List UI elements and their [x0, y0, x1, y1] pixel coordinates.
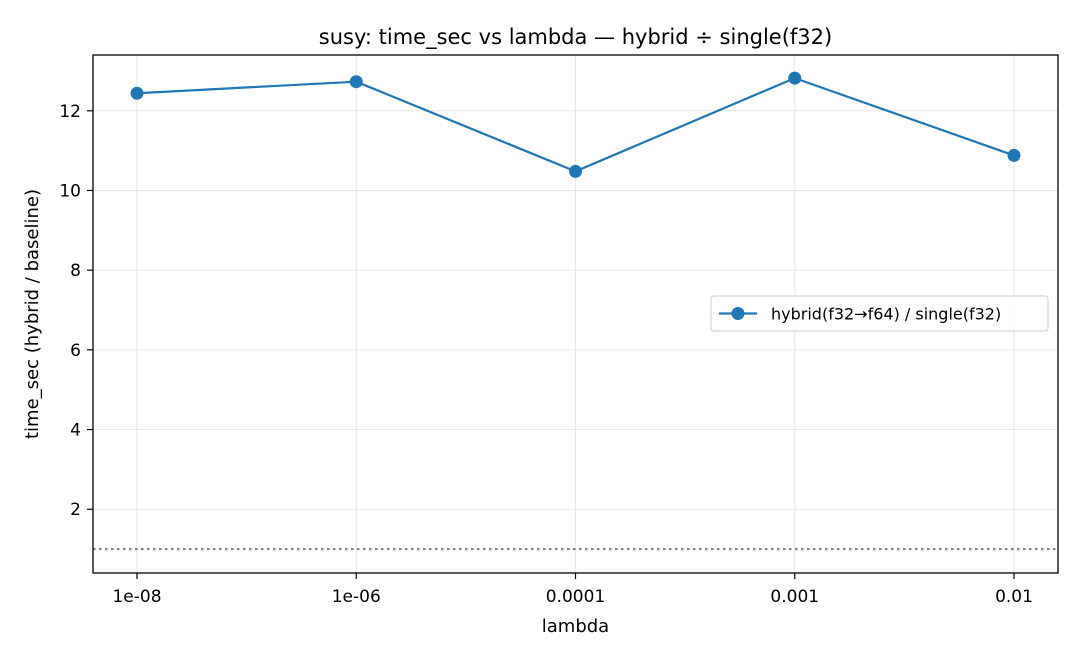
- data-point: [788, 71, 802, 85]
- y-tick-label: 4: [70, 421, 81, 441]
- series-layer: [130, 71, 1021, 178]
- chart-title: susy: time_sec vs lambda — hybrid ÷ sing…: [319, 25, 832, 50]
- x-tick-label: 1e-08: [112, 587, 161, 607]
- legend-series-label: hybrid(f32→f64) / single(f32): [771, 305, 1001, 324]
- x-tick-label: 0.01: [995, 587, 1033, 607]
- y-tick-label: 2: [70, 500, 81, 520]
- y-axis-label: time_sec (hybrid / baseline): [22, 189, 43, 439]
- y-tick-label: 12: [59, 102, 81, 122]
- y-tick-label: 8: [70, 261, 81, 281]
- y-tick-label: 6: [70, 341, 81, 361]
- data-point: [349, 75, 363, 89]
- x-tick-label: 1e-06: [332, 587, 381, 607]
- data-point: [1007, 148, 1021, 162]
- x-axis-label: lambda: [542, 616, 609, 637]
- legend-series-marker: [731, 307, 745, 320]
- legend-box: [710, 295, 1049, 332]
- tick-layer: 1e-08 1e-06 0.0001 0.001 0.01 2 4 6 8 10 12: [59, 102, 1033, 607]
- y-tick-label: 10: [59, 181, 81, 201]
- x-tick-label: 0.001: [770, 587, 819, 607]
- data-point: [130, 86, 144, 100]
- data-point: [569, 164, 582, 178]
- x-tick-label: 0.0001: [546, 587, 605, 607]
- legend: hybrid(f32→f64) / single(f32): [710, 295, 1049, 332]
